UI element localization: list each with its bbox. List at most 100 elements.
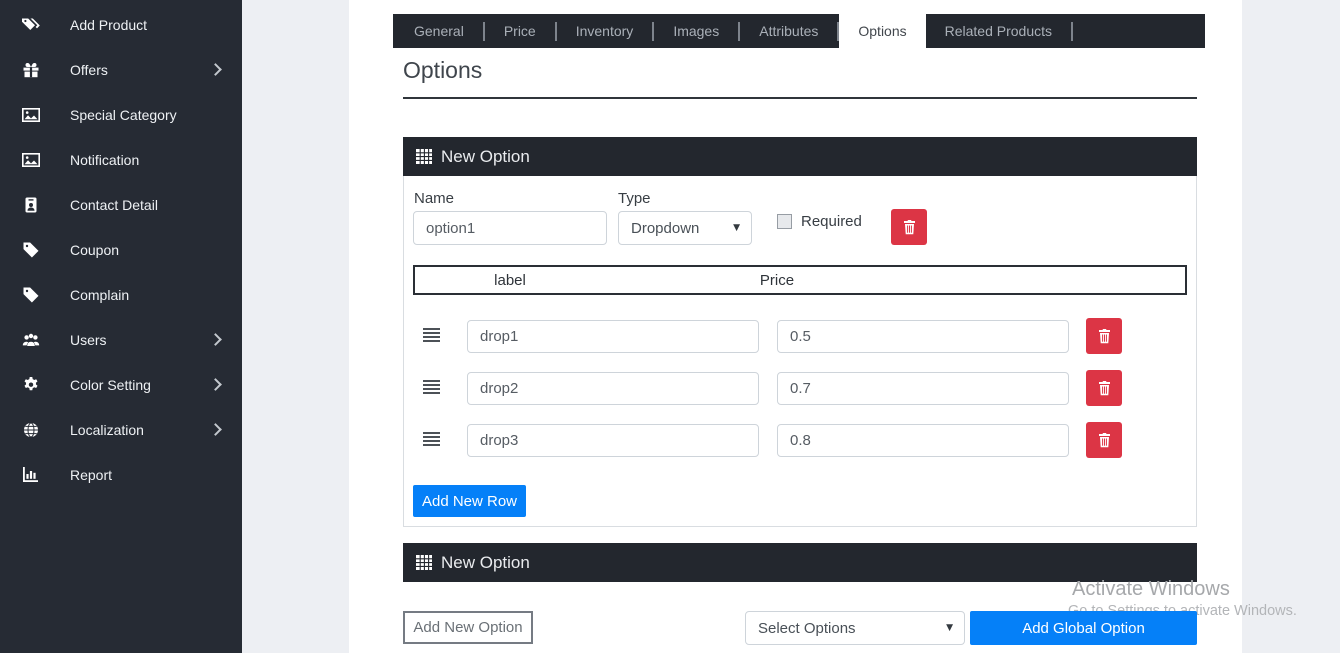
sidebar-item-complain[interactable]: Complain — [0, 272, 242, 317]
sidebar-item-special-category[interactable]: Special Category — [0, 92, 242, 137]
option-value-row — [403, 370, 1197, 406]
tag-icon — [22, 286, 40, 304]
global-options-select[interactable]: Select Options ▼ — [745, 611, 965, 645]
chevron-right-icon — [209, 422, 222, 436]
tab-separator — [482, 22, 485, 41]
sidebar-item-label: Contact Detail — [70, 196, 158, 213]
delete-row-button[interactable] — [1086, 318, 1122, 354]
tab-separator — [554, 22, 557, 41]
drag-handle-icon[interactable] — [423, 380, 440, 394]
tags-icon — [22, 16, 40, 34]
tab-general[interactable]: General — [414, 23, 464, 39]
grid-icon — [416, 149, 432, 164]
panel-header: New Option — [403, 543, 1197, 582]
tab-options[interactable]: Options — [839, 14, 926, 52]
sidebar-item-coupon[interactable]: Coupon — [0, 227, 242, 272]
gear-icon — [22, 376, 40, 394]
required-checkbox-group[interactable]: Required — [777, 213, 862, 230]
option-name-input[interactable] — [413, 211, 607, 245]
required-label: Required — [801, 213, 862, 230]
sidebar: Add Product Offers Special Category Noti… — [0, 0, 242, 653]
option-value-row — [403, 318, 1197, 354]
sidebar-item-label: Color Setting — [70, 376, 151, 393]
name-label: Name — [414, 190, 455, 207]
sidebar-item-label: Offers — [70, 61, 108, 78]
sidebar-item-users[interactable]: Users — [0, 317, 242, 362]
trash-icon — [903, 219, 915, 234]
sidebar-item-label: Report — [70, 466, 113, 483]
required-checkbox[interactable] — [777, 214, 792, 229]
sidebar-item-contact-detail[interactable]: Contact Detail — [0, 182, 242, 227]
sidebar-item-label: Add Product — [70, 16, 148, 33]
option-values-table-header: label Price — [413, 265, 1187, 295]
chevron-right-icon — [209, 377, 222, 391]
tag-icon — [22, 241, 40, 259]
selected-type-value: Dropdown — [631, 219, 700, 237]
delete-row-button[interactable] — [1086, 370, 1122, 406]
row-price-input[interactable] — [777, 424, 1069, 457]
delete-row-button[interactable] — [1086, 422, 1122, 458]
panel-title: New Option — [441, 552, 530, 572]
type-label: Type — [618, 190, 651, 207]
panel-header: New Option — [403, 137, 1197, 176]
tab-separator — [1071, 22, 1074, 41]
column-header-label: label — [494, 271, 526, 289]
column-header-price: Price — [759, 271, 795, 289]
sidebar-item-label: Localization — [70, 421, 144, 438]
tab-related-products[interactable]: Related Products — [944, 23, 1053, 39]
windows-activation-watermark-title: Activate Windows — [1072, 578, 1230, 600]
grid-icon — [416, 555, 432, 570]
sidebar-item-report[interactable]: Report — [0, 452, 242, 497]
chevron-right-icon — [209, 332, 222, 346]
row-label-input[interactable] — [467, 424, 759, 457]
row-price-input[interactable] — [777, 320, 1069, 353]
id-badge-icon — [22, 196, 40, 214]
row-price-input[interactable] — [777, 372, 1069, 405]
add-new-row-button[interactable]: Add New Row — [413, 485, 526, 517]
heading-divider — [403, 97, 1197, 99]
delete-option-button[interactable] — [891, 209, 927, 245]
sidebar-item-color-setting[interactable]: Color Setting — [0, 362, 242, 407]
bar-chart-icon — [22, 466, 40, 484]
image-icon — [22, 151, 40, 169]
sidebar-item-label: Complain — [70, 286, 130, 303]
sidebar-item-label: Users — [70, 331, 107, 348]
tab-images[interactable]: Images — [673, 23, 720, 39]
trash-icon — [1098, 328, 1110, 343]
caret-down-icon: ▼ — [733, 223, 740, 233]
image-icon — [22, 106, 40, 124]
sidebar-item-localization[interactable]: Localization — [0, 407, 242, 452]
sidebar-item-offers[interactable]: Offers — [0, 47, 242, 92]
add-new-option-button[interactable]: Add New Option — [403, 611, 533, 644]
users-icon — [22, 331, 40, 349]
tab-attributes[interactable]: Attributes — [759, 23, 819, 39]
drag-handle-icon[interactable] — [423, 432, 440, 446]
sidebar-item-label: Notification — [70, 151, 140, 168]
add-global-option-button[interactable]: Add Global Option — [970, 611, 1197, 645]
sidebar-item-add-product[interactable]: Add Product — [0, 2, 242, 47]
tab-price[interactable]: Price — [503, 23, 536, 39]
trash-icon — [1098, 380, 1110, 395]
tab-separator — [837, 22, 840, 41]
second-option-panel: New Option — [403, 543, 1197, 582]
page-title: Options — [403, 57, 483, 83]
row-label-input[interactable] — [467, 372, 759, 405]
panel-title: New Option — [441, 146, 530, 166]
option-type-select[interactable]: Dropdown ▼ — [618, 211, 752, 245]
tab-inventory[interactable]: Inventory — [575, 23, 634, 39]
tab-separator — [738, 22, 741, 41]
drag-handle-icon[interactable] — [423, 328, 440, 342]
new-option-panel: New Option Name Type Dropdown ▼ Required… — [403, 137, 1197, 527]
chevron-right-icon — [209, 62, 222, 76]
content-card: General Price Inventory Images Attribute… — [349, 0, 1242, 653]
caret-down-icon: ▼ — [946, 623, 953, 633]
gift-icon — [22, 61, 40, 79]
product-tabs: General Price Inventory Images Attribute… — [393, 14, 1205, 52]
sidebar-item-notification[interactable]: Notification — [0, 137, 242, 182]
tab-separator — [652, 22, 655, 41]
row-label-input[interactable] — [467, 320, 759, 353]
trash-icon — [1098, 432, 1110, 447]
globe-icon — [22, 421, 40, 439]
option-value-row — [403, 422, 1197, 458]
